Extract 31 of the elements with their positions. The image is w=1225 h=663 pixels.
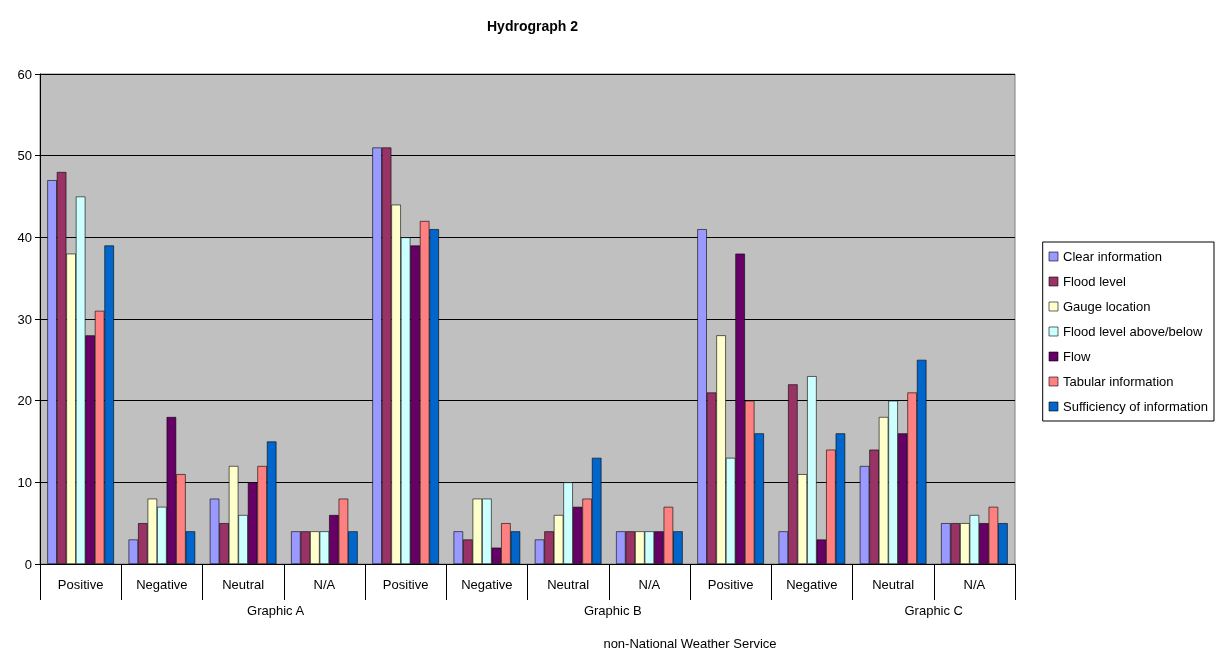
legend-label: Tabular information bbox=[1063, 374, 1174, 389]
legend-label: Clear information bbox=[1063, 249, 1162, 264]
legend-label: Flood level bbox=[1063, 274, 1126, 289]
x-tick-label: Negative bbox=[461, 577, 513, 592]
y-tick-label: 20 bbox=[17, 393, 32, 409]
text: non-National Weather Service bbox=[603, 635, 777, 651]
x-tick-label: Positive bbox=[382, 577, 429, 592]
text: Graphic B bbox=[583, 602, 642, 618]
x-tick-label: Neutral bbox=[872, 577, 915, 592]
legend-label: Gauge location bbox=[1063, 299, 1151, 314]
y-tick-label: 30 bbox=[17, 311, 32, 327]
x-tick-label: Negative bbox=[786, 577, 838, 592]
y-tick-label: 0 bbox=[24, 556, 32, 572]
x-tick-label: Negative bbox=[136, 577, 188, 592]
legend-label: Flood level above/below bbox=[1063, 324, 1204, 339]
legend-label: Sufficiency of information bbox=[1063, 399, 1208, 414]
y-tick-label: 10 bbox=[17, 474, 32, 490]
y-tick-label: 60 bbox=[17, 66, 32, 82]
text: Graphic A bbox=[247, 602, 305, 618]
x-tick-label: Neutral bbox=[222, 577, 265, 592]
y-tick-label: 50 bbox=[17, 148, 32, 164]
legend-label: Flow bbox=[1063, 349, 1092, 364]
y-tick-label: 40 bbox=[17, 229, 32, 245]
x-tick-label: Positive bbox=[57, 577, 104, 592]
x-tick-label: N/A bbox=[313, 577, 336, 592]
x-tick-label: N/A bbox=[638, 577, 661, 592]
x-tick-label: Neutral bbox=[547, 577, 590, 592]
x-tick-label: Positive bbox=[707, 577, 754, 592]
text: Graphic C bbox=[904, 602, 964, 618]
x-tick-label: N/A bbox=[963, 577, 986, 592]
chart-title: Hydrograph 2 bbox=[486, 18, 579, 34]
